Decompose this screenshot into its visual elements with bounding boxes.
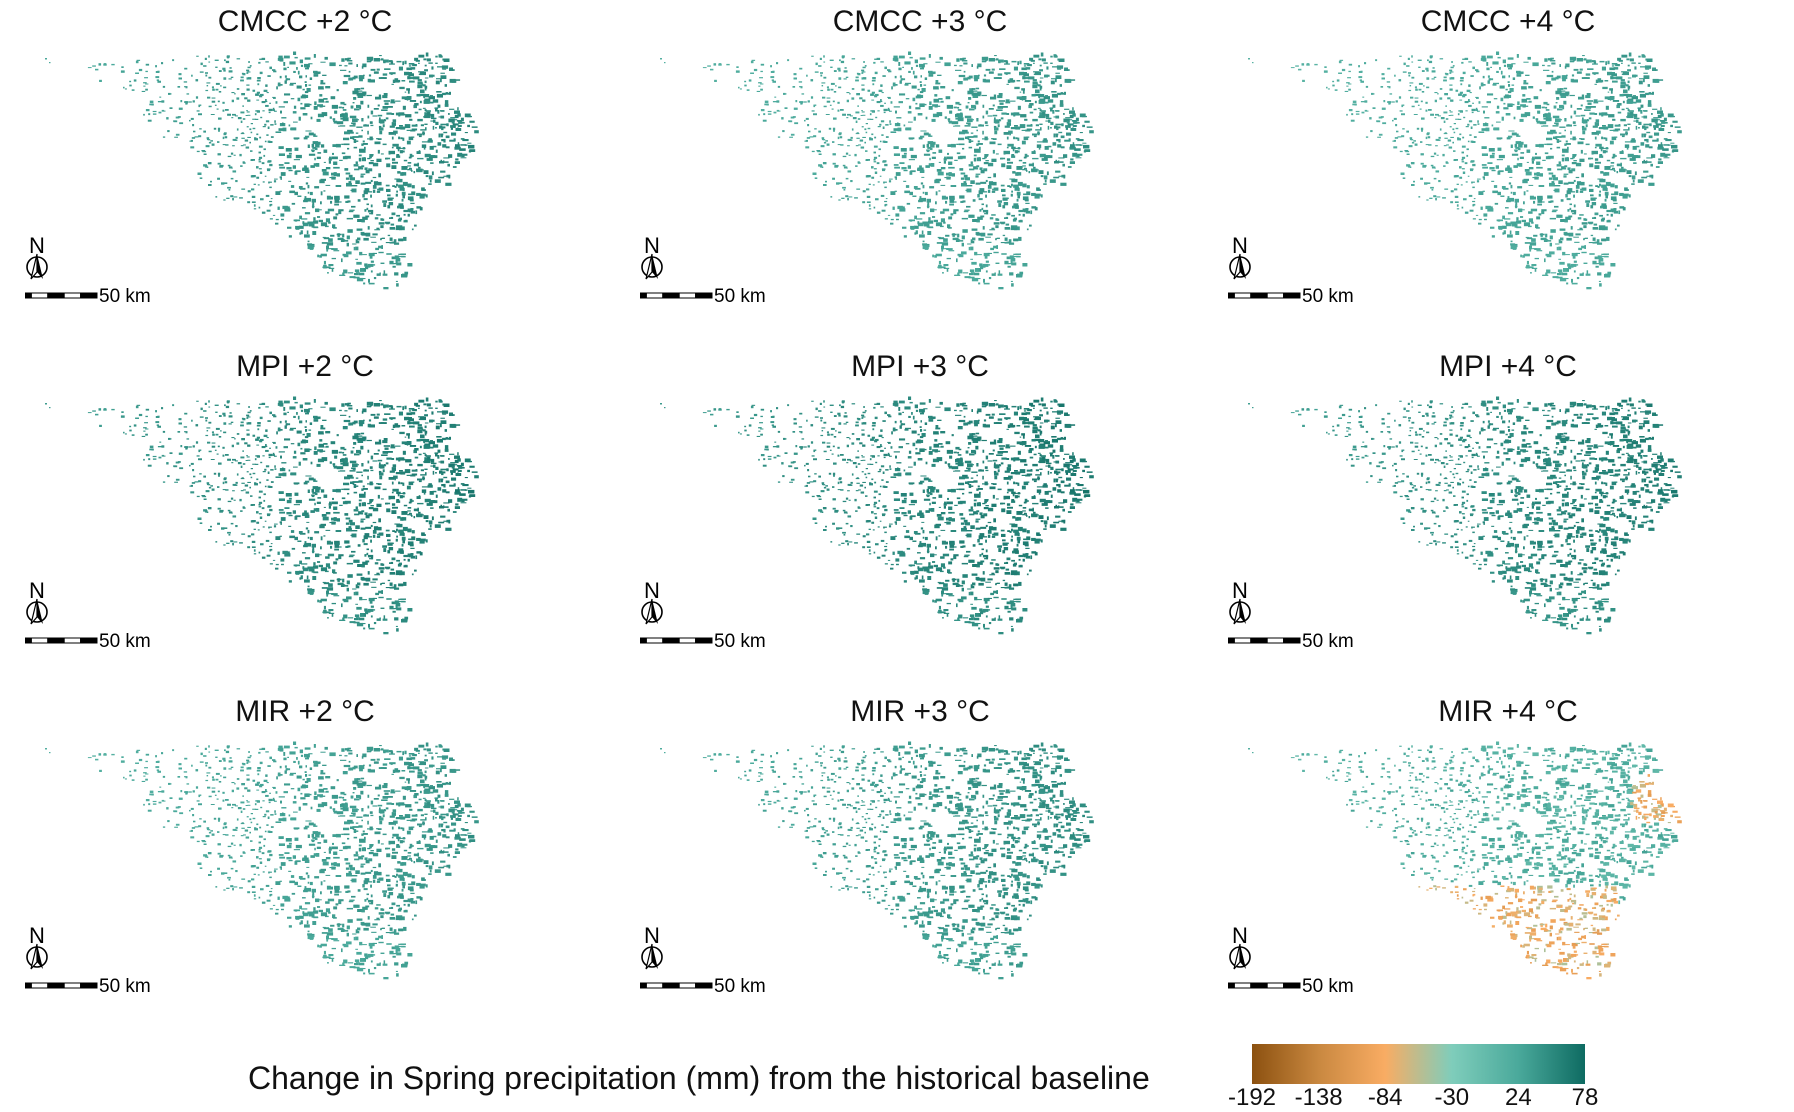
svg-text:50 km: 50 km <box>714 286 766 307</box>
legend-tick-label: -138 <box>1294 1084 1343 1111</box>
region-map: N 50 km <box>640 51 1094 307</box>
precip-patches <box>1248 741 1682 980</box>
panel-title: CMCC +4 °C <box>1420 5 1596 38</box>
panel-title: CMCC +2 °C <box>217 5 393 38</box>
scale-bar: 50 km <box>640 976 766 997</box>
region-map: N 50 km <box>1228 396 1682 652</box>
region-map: N 50 km <box>25 396 479 652</box>
region-map: N 50 km <box>1228 51 1682 307</box>
legend-colorbar <box>1252 1044 1585 1084</box>
panel-mpi-3: N 50 km MPI +3 °C <box>640 345 1200 685</box>
scale-bar: 50 km <box>1228 976 1354 997</box>
panel-cmcc-2: N 50 km CMCC +2 °C <box>25 0 585 340</box>
north-arrow-icon: N <box>1229 923 1251 970</box>
scale-bar: 50 km <box>1228 286 1354 307</box>
scale-bar: 50 km <box>640 286 766 307</box>
scale-bar: 50 km <box>25 631 151 652</box>
precip-patches <box>45 51 479 290</box>
panel-title: MPI +3 °C <box>851 350 989 383</box>
legend-tick-label: -30 <box>1434 1084 1470 1111</box>
north-arrow-icon: N <box>641 923 663 970</box>
scale-bar: 50 km <box>640 631 766 652</box>
legend-tick-label: 78 <box>1571 1084 1599 1111</box>
panel-title: MIR +4 °C <box>1438 695 1578 728</box>
panel-cmcc-3: N 50 km CMCC +3 °C <box>640 0 1200 340</box>
panel-mpi-4: N 50 km MPI +4 °C <box>1228 345 1788 685</box>
north-arrow-icon: N <box>641 578 663 625</box>
north-arrow-icon: N <box>641 233 663 280</box>
north-arrow-icon: N <box>26 923 48 970</box>
panel-title: MIR +3 °C <box>850 695 990 728</box>
scale-bar: 50 km <box>25 976 151 997</box>
region-map: N 50 km <box>25 741 479 997</box>
region-map: N 50 km <box>640 741 1094 997</box>
precip-patches <box>45 396 479 635</box>
region-map: N 50 km <box>25 51 479 307</box>
panel-title: MIR +2 °C <box>235 695 375 728</box>
panel-mpi-2: N 50 km MPI +2 °C <box>25 345 585 685</box>
scale-bar: 50 km <box>25 286 151 307</box>
legend-tick-label: 24 <box>1505 1084 1532 1111</box>
precip-patches <box>660 396 1094 635</box>
panel-title: MPI +4 °C <box>1439 350 1577 383</box>
panel-title: CMCC +3 °C <box>832 5 1008 38</box>
panel-mir-3: N 50 km MIR +3 °C <box>640 690 1200 1030</box>
legend-title: Change in Spring precipitation (mm) from… <box>248 1060 1150 1096</box>
legend-tick-label: -84 <box>1367 1084 1403 1111</box>
svg-text:N: N <box>1232 233 1248 258</box>
north-arrow-icon: N <box>26 233 48 280</box>
precip-patches <box>660 741 1094 980</box>
north-arrow-icon: N <box>26 578 48 625</box>
precip-patches <box>45 741 479 980</box>
north-arrow-icon: N <box>1229 578 1251 625</box>
panel-mir-2: N 50 km MIR +2 °C <box>25 690 585 1030</box>
panel-mir-4: N 50 km MIR +4 °C <box>1228 690 1788 1030</box>
region-map: N 50 km <box>640 396 1094 652</box>
north-arrow-icon: N <box>1229 233 1251 280</box>
legend-tick-label: -192 <box>1227 1084 1277 1111</box>
panel-cmcc-4: N 50 km CMCC +4 °C <box>1228 0 1788 340</box>
svg-text:N: N <box>29 233 45 258</box>
precip-patches <box>1248 396 1682 635</box>
scale-bar: 50 km <box>1228 631 1354 652</box>
region-map: N 50 km <box>1228 741 1682 997</box>
svg-text:50 km: 50 km <box>1302 286 1354 307</box>
panel-title: MPI +2 °C <box>236 350 374 383</box>
svg-text:N: N <box>644 233 660 258</box>
precip-patches <box>1248 51 1682 290</box>
precip-patches <box>660 51 1094 290</box>
svg-text:50 km: 50 km <box>99 286 151 307</box>
